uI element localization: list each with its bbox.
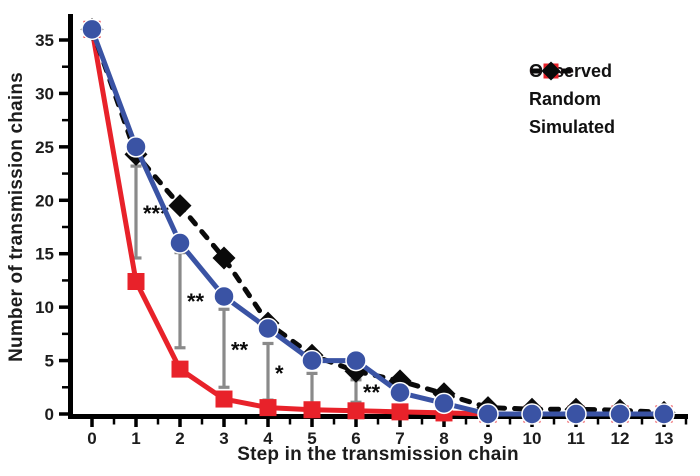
error-bar bbox=[218, 307, 230, 389]
marker-observed bbox=[213, 285, 235, 308]
marker-random bbox=[303, 401, 321, 419]
y-tick-label: 10 bbox=[35, 298, 54, 317]
marker-random bbox=[171, 360, 189, 378]
significance-label: ** bbox=[187, 289, 205, 314]
legend: Observed Random Simulated bbox=[529, 59, 615, 139]
marker-random bbox=[347, 402, 365, 420]
marker-observed bbox=[521, 403, 543, 425]
x-tick-label: 8 bbox=[439, 429, 448, 448]
marker-observed bbox=[257, 317, 279, 340]
y-tick-label: 25 bbox=[35, 138, 54, 157]
marker-observed bbox=[653, 403, 675, 425]
marker-random bbox=[215, 390, 233, 408]
x-tick-label: 2 bbox=[175, 429, 184, 448]
y-tick-label: 0 bbox=[45, 405, 54, 424]
marker-simulated bbox=[168, 194, 192, 218]
x-tick-label: 7 bbox=[395, 429, 404, 448]
x-tick-label: 4 bbox=[263, 429, 273, 448]
error-bar bbox=[130, 164, 142, 260]
x-tick-label: 3 bbox=[219, 429, 228, 448]
marker-observed bbox=[609, 403, 631, 425]
marker-random bbox=[259, 399, 277, 417]
marker-observed bbox=[433, 392, 455, 415]
marker-observed bbox=[477, 403, 499, 425]
error-bar bbox=[350, 378, 362, 404]
x-tick-label: 0 bbox=[87, 429, 96, 448]
x-tick-label: 12 bbox=[611, 429, 630, 448]
legend-entry-random: Random bbox=[529, 63, 615, 111]
legend-label-simulated: Simulated bbox=[529, 117, 616, 137]
x-tick-label: 13 bbox=[655, 429, 674, 448]
marker-observed bbox=[81, 18, 103, 41]
legend-label-random: Random bbox=[529, 89, 601, 109]
marker-observed bbox=[125, 136, 147, 158]
marker-simulated bbox=[212, 246, 236, 270]
y-tick-label: 35 bbox=[35, 31, 54, 50]
x-tick-label: 11 bbox=[567, 429, 585, 448]
y-tick-label: 30 bbox=[35, 84, 54, 103]
x-tick-label: 10 bbox=[523, 429, 542, 448]
error-bar bbox=[306, 371, 318, 405]
x-tick-label: 1 bbox=[131, 429, 140, 448]
series-markers-observed bbox=[81, 18, 675, 425]
y-tick-label: 5 bbox=[45, 352, 54, 371]
error-bar bbox=[262, 341, 274, 402]
marker-observed bbox=[301, 349, 323, 372]
x-tick-label: 5 bbox=[307, 429, 316, 448]
significance-label: * bbox=[275, 361, 284, 386]
error-bar bbox=[174, 251, 186, 350]
y-tick-label: 15 bbox=[35, 245, 54, 264]
marker-random bbox=[127, 272, 145, 290]
x-axis-title: Step in the transmission chain bbox=[237, 444, 519, 465]
marker-observed bbox=[389, 381, 411, 404]
significance-label: ** bbox=[231, 337, 249, 362]
marker-observed bbox=[169, 232, 191, 254]
simulated-marker-icon bbox=[530, 61, 572, 81]
marker-observed bbox=[565, 403, 587, 425]
marker-observed bbox=[345, 349, 367, 372]
y-tick-label: 20 bbox=[35, 191, 54, 210]
x-tick-label: 6 bbox=[351, 429, 360, 448]
x-tick-label: 9 bbox=[483, 429, 492, 448]
legend-entry-simulated: Simulated bbox=[529, 61, 616, 139]
y-axis-title: Number of transmission chains bbox=[6, 72, 27, 362]
significance-label: ** bbox=[363, 380, 381, 405]
marker-random bbox=[391, 403, 409, 421]
